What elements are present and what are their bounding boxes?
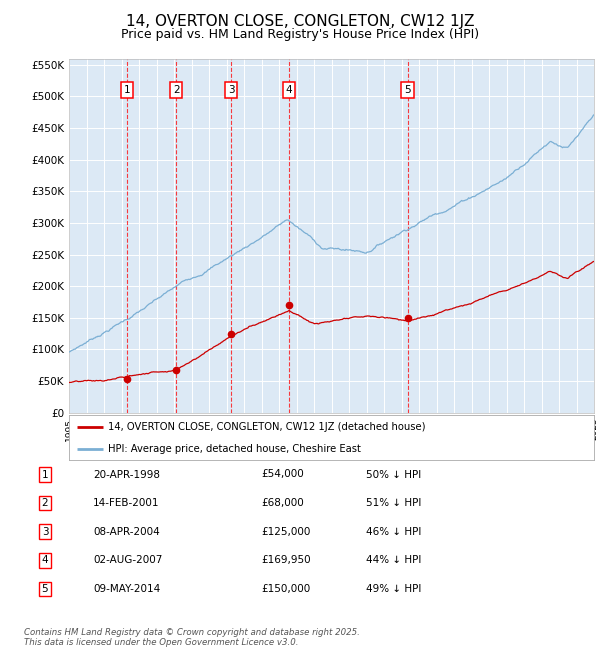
Text: 1: 1 — [41, 469, 49, 480]
Text: £54,000: £54,000 — [261, 469, 304, 480]
Text: Price paid vs. HM Land Registry's House Price Index (HPI): Price paid vs. HM Land Registry's House … — [121, 28, 479, 41]
Text: 3: 3 — [228, 85, 235, 95]
Text: 44% ↓ HPI: 44% ↓ HPI — [366, 555, 421, 566]
Text: £150,000: £150,000 — [261, 584, 310, 594]
Text: 49% ↓ HPI: 49% ↓ HPI — [366, 584, 421, 594]
Text: HPI: Average price, detached house, Cheshire East: HPI: Average price, detached house, Ches… — [109, 443, 361, 454]
Text: 02-AUG-2007: 02-AUG-2007 — [93, 555, 163, 566]
Text: £125,000: £125,000 — [261, 526, 310, 537]
Text: 2: 2 — [41, 498, 49, 508]
Text: 2: 2 — [173, 85, 179, 95]
Text: 08-APR-2004: 08-APR-2004 — [93, 526, 160, 537]
Text: 51% ↓ HPI: 51% ↓ HPI — [366, 498, 421, 508]
Text: 20-APR-1998: 20-APR-1998 — [93, 469, 160, 480]
Text: 50% ↓ HPI: 50% ↓ HPI — [366, 469, 421, 480]
Text: 14, OVERTON CLOSE, CONGLETON, CW12 1JZ (detached house): 14, OVERTON CLOSE, CONGLETON, CW12 1JZ (… — [109, 422, 426, 432]
Text: 14-FEB-2001: 14-FEB-2001 — [93, 498, 160, 508]
Text: 4: 4 — [41, 555, 49, 566]
Text: 14, OVERTON CLOSE, CONGLETON, CW12 1JZ: 14, OVERTON CLOSE, CONGLETON, CW12 1JZ — [126, 14, 474, 29]
Text: 5: 5 — [404, 85, 411, 95]
Text: 09-MAY-2014: 09-MAY-2014 — [93, 584, 160, 594]
Text: £169,950: £169,950 — [261, 555, 311, 566]
Text: 1: 1 — [124, 85, 130, 95]
Text: £68,000: £68,000 — [261, 498, 304, 508]
Text: 3: 3 — [41, 526, 49, 537]
Text: 5: 5 — [41, 584, 49, 594]
Text: 4: 4 — [286, 85, 292, 95]
Text: Contains HM Land Registry data © Crown copyright and database right 2025.
This d: Contains HM Land Registry data © Crown c… — [24, 628, 360, 647]
Text: 46% ↓ HPI: 46% ↓ HPI — [366, 526, 421, 537]
